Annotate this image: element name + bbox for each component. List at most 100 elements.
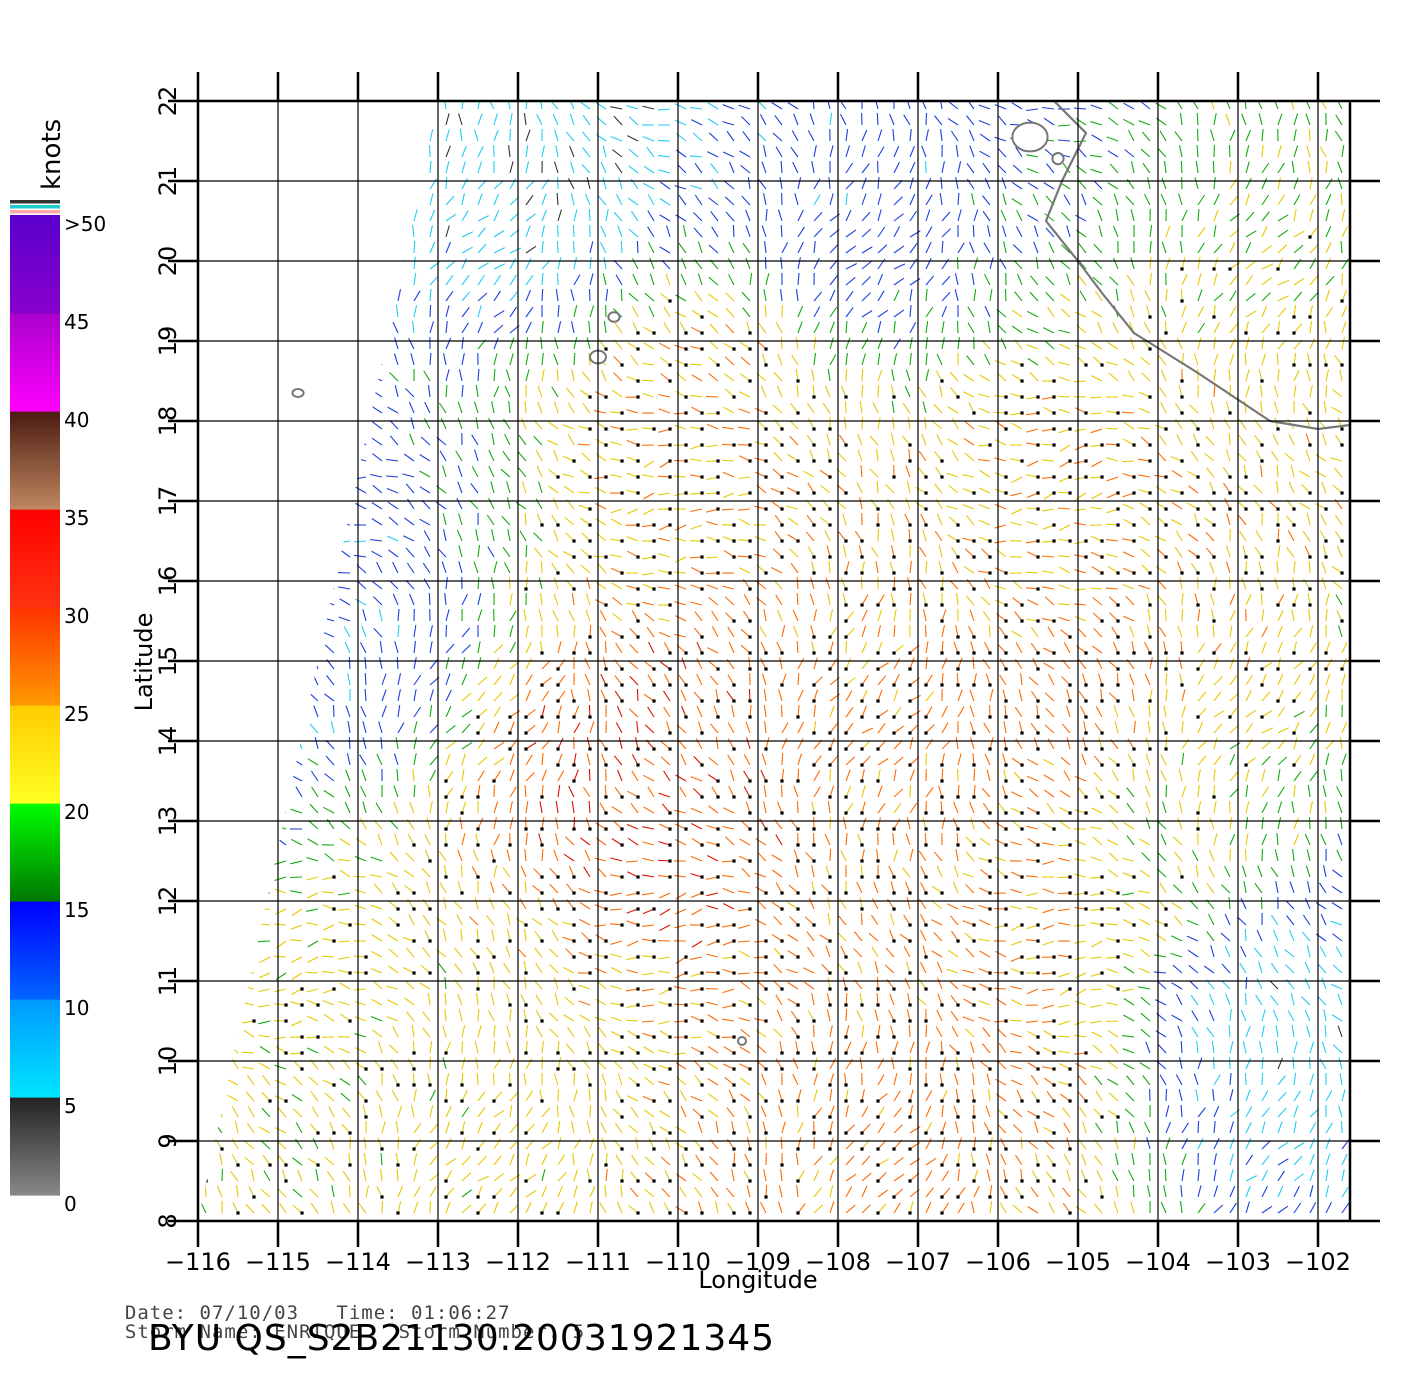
wind-vector [706,924,719,929]
rain-flag-marker [1052,395,1056,399]
wind-vector [1299,502,1311,510]
rain-flag-marker [1292,603,1296,607]
wind-vector [386,999,399,1006]
wind-vector [779,1169,783,1182]
wind-vector [1122,988,1135,992]
rain-flag-marker [828,667,832,671]
wind-vector [861,785,866,798]
wind-vector [231,1138,239,1150]
wind-vector [713,705,719,718]
wind-vector [904,385,911,398]
rain-flag-marker [540,1211,544,1215]
rain-flag-marker [1068,539,1072,543]
wind-vector [839,898,847,910]
rain-flag-marker [444,1179,448,1183]
wind-vector [853,948,863,958]
wind-vector [631,770,639,782]
wind-vector [890,529,895,542]
wind-vector [611,630,623,638]
wind-vector [412,1040,415,1054]
wind-vector [376,753,383,766]
wind-vector [477,576,480,590]
rain-flag-marker [1276,539,1280,543]
wind-vector [1090,506,1103,510]
wind-vector [538,833,543,846]
wind-vector [1261,769,1266,782]
wind-vector [610,1016,623,1022]
wind-vector [1273,385,1279,398]
wind-vector [626,940,639,947]
wind-vector [404,997,415,1006]
wind-vector [973,768,976,782]
wind-vector [1197,642,1206,654]
wind-vector [952,418,959,430]
rain-flag-marker [1084,683,1088,687]
wind-vector [813,689,819,702]
wind-vector [674,601,687,606]
wind-vector [1226,513,1231,526]
wind-vector [1325,641,1331,654]
wind-vector [525,1173,537,1182]
wind-vector [397,1201,402,1214]
wind-vector [1014,706,1023,718]
wind-vector [1163,705,1167,718]
wind-vector [1044,692,1055,702]
wind-vector [586,1121,591,1134]
wind-vector [965,1028,975,1038]
rain-flag-marker [988,987,992,991]
wind-vector [1140,516,1151,526]
wind-vector [936,865,943,878]
wind-vector [523,961,527,974]
rain-flag-marker [620,635,624,639]
wind-vector [1012,1108,1023,1118]
wind-vector [274,408,287,414]
wind-vector [378,609,383,622]
wind-vector [1160,1201,1167,1214]
wind-vector [618,737,623,750]
rain-flag-marker [668,859,672,863]
wind-vector [1320,513,1327,526]
rain-flag-marker [700,1163,704,1167]
wind-vector [626,536,639,542]
wind-vector [920,882,927,894]
rain-flag-marker [1164,907,1168,911]
wind-vector [602,657,607,670]
wind-vector [1261,1170,1268,1182]
wind-vector [861,353,866,366]
wind-vector [231,802,239,814]
wind-vector [908,1024,911,1038]
wind-vector [438,402,447,414]
wind-vector [1042,396,1055,400]
wind-vector [578,887,591,894]
wind-vector [738,426,751,430]
wind-vector [312,1137,319,1150]
wind-vector [338,425,351,430]
wind-vector [1274,849,1279,862]
wind-vector [826,449,831,462]
rain-flag-marker [876,747,880,751]
wind-vector [970,1201,975,1214]
rain-flag-marker [412,1147,416,1151]
wind-vector [885,947,895,958]
wind-vector [1065,705,1071,718]
wind-vector [1293,710,1305,718]
rain-flag-marker [412,891,416,895]
wind-vector [907,993,911,1006]
wind-vector [807,418,815,430]
wind-vector [673,1020,687,1023]
rain-flag-marker [1148,571,1152,575]
wind-vector [1011,630,1023,638]
wind-vector [210,924,223,928]
rain-flag-marker [732,443,736,447]
wind-vector [364,657,367,670]
wind-vector [861,817,867,830]
rain-flag-marker [732,683,736,687]
rain-flag-marker [508,1083,512,1087]
wind-vector [324,693,335,702]
wind-vector [642,583,655,590]
wind-vector [890,449,895,462]
wind-vector [1309,1202,1317,1214]
wind-vector [1333,467,1343,478]
wind-vector [1094,722,1103,734]
wind-vector [259,1045,271,1054]
